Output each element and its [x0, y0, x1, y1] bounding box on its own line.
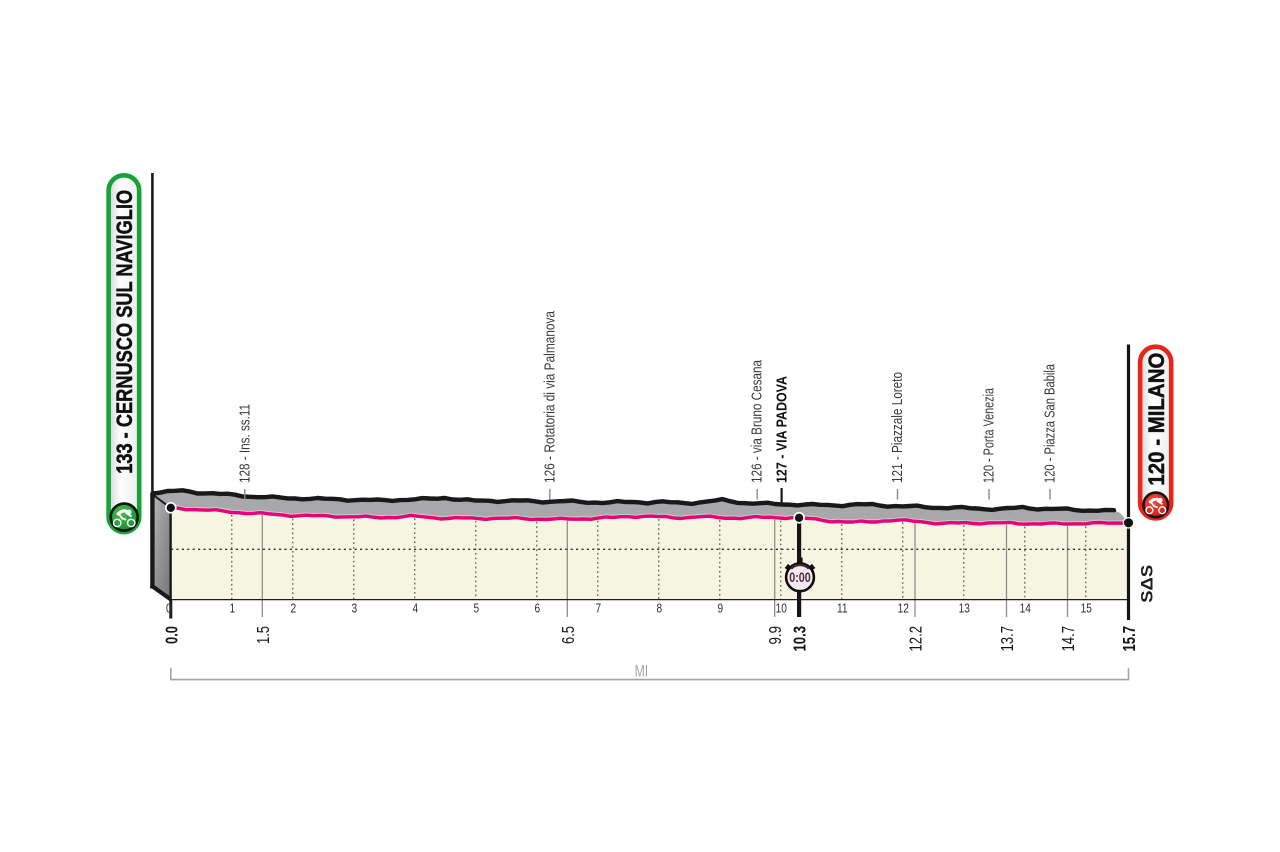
svg-text:1.5: 1.5 [253, 626, 273, 644]
svg-text:14: 14 [1020, 601, 1032, 615]
svg-text:15: 15 [1081, 601, 1092, 615]
svg-text:13.7: 13.7 [997, 626, 1017, 652]
svg-text:120 - Porta Venezia: 120 - Porta Venezia [981, 388, 998, 483]
svg-text:10.3: 10.3 [790, 626, 810, 652]
svg-text:5: 5 [473, 601, 479, 615]
svg-text:126 - Rotatoria di via Palmano: 126 - Rotatoria di via Palmanova [541, 310, 558, 483]
svg-text:121 - Piazzale Loreto: 121 - Piazzale Loreto [889, 372, 906, 483]
svg-text:9: 9 [717, 601, 723, 615]
svg-text:128 - Ins. ss.11: 128 - Ins. ss.11 [236, 404, 253, 483]
svg-text:12.2: 12.2 [906, 626, 926, 652]
svg-text:120 - MILANO: 120 - MILANO [1144, 353, 1169, 486]
svg-text:120 - Piazza San Babila: 120 - Piazza San Babila [1042, 364, 1059, 483]
svg-text:12: 12 [898, 601, 909, 615]
svg-text:6.5: 6.5 [558, 626, 578, 644]
svg-text:6: 6 [534, 601, 540, 615]
svg-text:0.0: 0.0 [161, 626, 181, 644]
svg-text:9.9: 9.9 [765, 626, 785, 645]
svg-text:127 - VIA PADOVA: 127 - VIA PADOVA [774, 376, 791, 483]
svg-text:10: 10 [776, 601, 788, 615]
svg-text:1: 1 [229, 601, 235, 615]
svg-text:15.7: 15.7 [1119, 626, 1139, 652]
svg-text:133 - CERNUSCO SUL NAVIGLIO: 133 - CERNUSCO SUL NAVIGLIO [112, 190, 137, 474]
svg-text:11: 11 [837, 601, 848, 615]
svg-text:MI: MI [635, 663, 649, 681]
svg-text:2: 2 [290, 601, 296, 615]
svg-text:8: 8 [656, 601, 662, 615]
svg-text:4: 4 [412, 601, 418, 615]
svg-text:3: 3 [351, 601, 357, 615]
svg-text:7: 7 [595, 601, 601, 615]
svg-text:SΔS: SΔS [1138, 565, 1156, 603]
svg-text:14.7: 14.7 [1058, 626, 1078, 652]
svg-text:126 - via Bruno Cesana: 126 - via Bruno Cesana [749, 359, 766, 483]
svg-text:13: 13 [959, 601, 970, 615]
svg-text:0:00: 0:00 [789, 570, 811, 585]
svg-text:0: 0 [166, 601, 172, 615]
